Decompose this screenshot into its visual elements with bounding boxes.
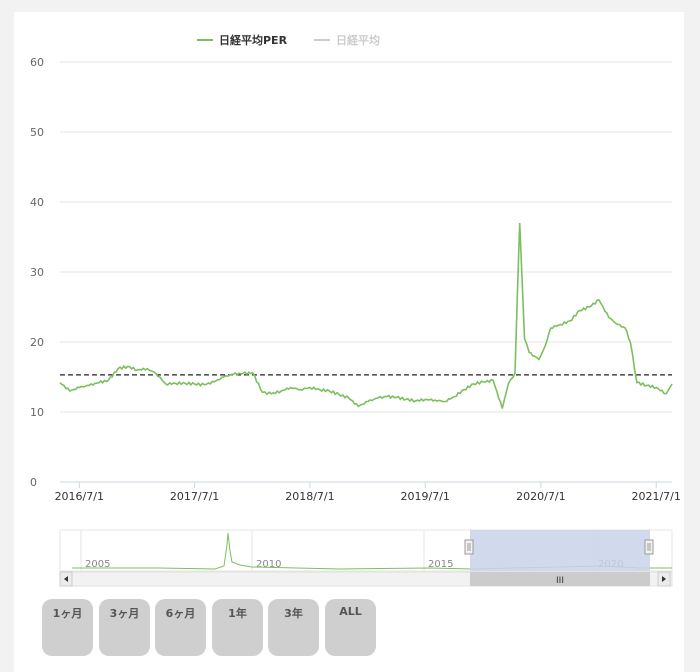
chart-svg: 日経平均PER 日経平均 0 10 20 30 40 50 60 2016/7/1 2017/… [30, 33, 681, 587]
range-button-6m[interactable]: 6ヶ月 [155, 599, 206, 656]
series-group [59, 222, 673, 409]
y-tick-label: 50 [30, 126, 44, 139]
navigator-selection[interactable] [470, 530, 650, 571]
scrollbar[interactable]: III [59, 571, 673, 587]
legend[interactable]: 日経平均PER 日経平均 [197, 33, 380, 47]
y-axis: 0 10 20 30 40 50 60 [30, 56, 44, 489]
x-axis: 2016/7/1 2017/7/1 2018/7/1 2019/7/1 2020/7/1… [55, 482, 681, 503]
y-tick-label: 10 [30, 406, 44, 419]
y-tick-label: 40 [30, 196, 44, 209]
navigator-tick-label: 2005 [85, 559, 110, 570]
scrollbar-thumb[interactable] [470, 572, 650, 586]
x-tick-label: 2017/7/1 [170, 490, 219, 503]
range-button-1y[interactable]: 1年 [212, 599, 263, 656]
range-button-1m[interactable]: 1ヶ月 [42, 599, 93, 656]
x-tick-label: 2016/7/1 [55, 490, 104, 503]
series-line [59, 222, 673, 409]
y-tick-label: 30 [30, 266, 44, 279]
range-button-3m[interactable]: 3ヶ月 [99, 599, 150, 656]
navigator[interactable]: 2005201020152020 [59, 529, 673, 572]
legend-per-label: 日経平均PER [219, 33, 288, 47]
x-tick-label: 2021/7/1 [631, 490, 680, 503]
y-tick-label: 20 [30, 336, 44, 349]
x-tick-label: 2020/7/1 [516, 490, 565, 503]
scroll-right-button[interactable] [657, 571, 671, 587]
navigator-handle-right[interactable] [644, 539, 654, 555]
range-button-all[interactable]: ALL [325, 599, 376, 656]
navigator-handle-left[interactable] [464, 539, 474, 555]
x-tick-label: 2018/7/1 [285, 490, 334, 503]
y-tick-label: 0 [30, 476, 37, 489]
arrow-left-icon [64, 576, 68, 582]
y-tick-label: 60 [30, 56, 44, 69]
legend-index-label: 日経平均 [336, 33, 380, 47]
arrow-right-icon [662, 576, 666, 582]
navigator-tick-label: 2015 [428, 559, 453, 570]
legend-item-index[interactable]: 日経平均 [314, 33, 380, 47]
legend-item-per[interactable]: 日経平均PER [197, 33, 288, 47]
range-button-3y[interactable]: 3年 [268, 599, 319, 656]
gridlines [60, 61, 672, 413]
scroll-left-button[interactable] [59, 571, 73, 587]
scrollbar-grip: III [556, 576, 564, 586]
navigator-tick-label: 2010 [256, 559, 281, 570]
x-tick-label: 2019/7/1 [401, 490, 450, 503]
